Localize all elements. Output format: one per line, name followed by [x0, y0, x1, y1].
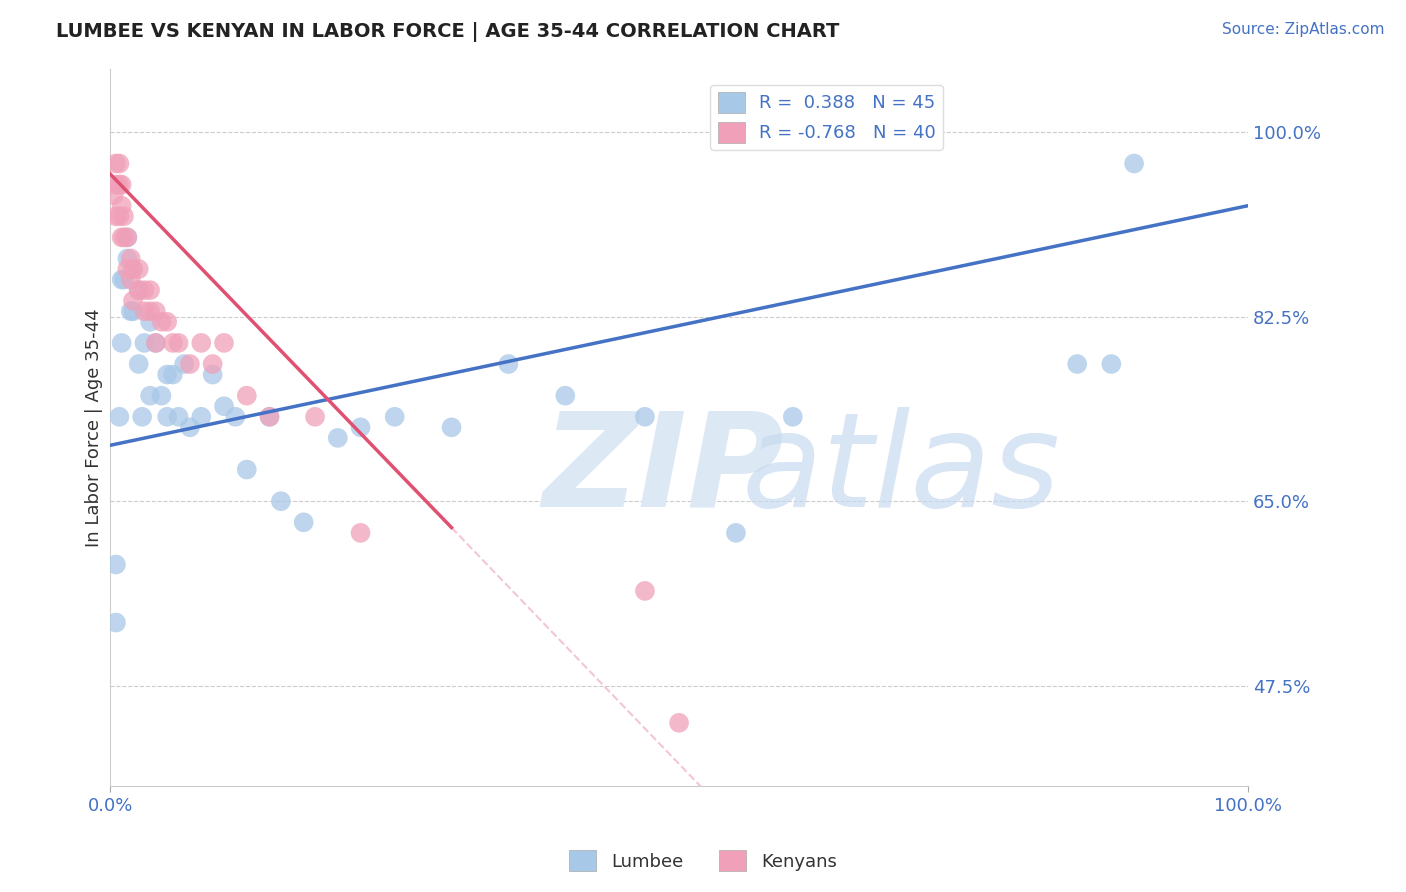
- Point: [167, 409, 190, 424]
- Point: [108, 178, 131, 192]
- Point: [120, 304, 142, 318]
- Point: [111, 178, 134, 192]
- Point: [122, 304, 145, 318]
- Point: [139, 315, 162, 329]
- Point: [117, 230, 139, 244]
- Point: [634, 409, 657, 424]
- Point: [236, 462, 259, 476]
- Y-axis label: In Labor Force | Age 35-44: In Labor Force | Age 35-44: [86, 308, 103, 547]
- Point: [120, 272, 142, 286]
- Point: [190, 335, 212, 350]
- Point: [201, 368, 224, 382]
- Point: [179, 420, 201, 434]
- Point: [270, 494, 292, 508]
- Point: [134, 304, 156, 318]
- Point: [139, 304, 162, 318]
- Point: [104, 615, 127, 630]
- Point: [440, 420, 463, 434]
- Point: [128, 283, 150, 297]
- Point: [145, 304, 167, 318]
- Point: [145, 335, 167, 350]
- Point: [292, 516, 315, 530]
- Legend: R =  0.388   N = 45, R = -0.768   N = 40: R = 0.388 N = 45, R = -0.768 N = 40: [710, 85, 943, 150]
- Point: [128, 283, 150, 297]
- Point: [134, 283, 156, 297]
- Point: [122, 262, 145, 277]
- Point: [128, 357, 150, 371]
- Point: [349, 525, 371, 540]
- Point: [349, 420, 371, 434]
- Point: [162, 335, 184, 350]
- Point: [131, 409, 153, 424]
- Point: [173, 357, 195, 371]
- Point: [201, 357, 224, 371]
- Point: [156, 409, 179, 424]
- Point: [156, 315, 179, 329]
- Legend: Lumbee, Kenyans: Lumbee, Kenyans: [562, 843, 844, 879]
- Point: [554, 389, 576, 403]
- Point: [150, 315, 173, 329]
- Point: [117, 262, 139, 277]
- Point: [104, 558, 127, 572]
- Point: [122, 293, 145, 308]
- Point: [139, 283, 162, 297]
- Point: [1099, 357, 1122, 371]
- Point: [668, 715, 690, 730]
- Point: [108, 209, 131, 223]
- Point: [156, 368, 179, 382]
- Point: [108, 156, 131, 170]
- Point: [259, 409, 281, 424]
- Point: [236, 389, 259, 403]
- Point: [111, 199, 134, 213]
- Point: [384, 409, 406, 424]
- Point: [122, 262, 145, 277]
- Point: [117, 230, 139, 244]
- Point: [304, 409, 326, 424]
- Point: [103, 188, 125, 202]
- Point: [120, 252, 142, 266]
- Point: [634, 583, 657, 598]
- Text: atlas: atlas: [741, 407, 1060, 534]
- Text: LUMBEE VS KENYAN IN LABOR FORCE | AGE 35-44 CORRELATION CHART: LUMBEE VS KENYAN IN LABOR FORCE | AGE 35…: [56, 22, 839, 42]
- Point: [212, 399, 235, 413]
- Point: [1123, 156, 1146, 170]
- Point: [212, 335, 235, 350]
- Point: [179, 357, 201, 371]
- Point: [104, 156, 127, 170]
- Point: [117, 252, 139, 266]
- Text: Source: ZipAtlas.com: Source: ZipAtlas.com: [1222, 22, 1385, 37]
- Point: [1066, 357, 1088, 371]
- Point: [326, 431, 349, 445]
- Point: [112, 209, 135, 223]
- Point: [782, 409, 804, 424]
- Point: [259, 409, 281, 424]
- Point: [111, 230, 134, 244]
- Text: ZIP: ZIP: [543, 407, 785, 534]
- Point: [498, 357, 520, 371]
- Point: [112, 230, 135, 244]
- Point: [108, 409, 131, 424]
- Point: [112, 272, 135, 286]
- Point: [134, 335, 156, 350]
- Point: [128, 262, 150, 277]
- Point: [104, 178, 127, 192]
- Point: [190, 409, 212, 424]
- Point: [145, 335, 167, 350]
- Point: [111, 272, 134, 286]
- Point: [139, 389, 162, 403]
- Point: [104, 209, 127, 223]
- Point: [224, 409, 246, 424]
- Point: [111, 335, 134, 350]
- Point: [724, 525, 747, 540]
- Point: [167, 335, 190, 350]
- Point: [150, 389, 173, 403]
- Point: [162, 368, 184, 382]
